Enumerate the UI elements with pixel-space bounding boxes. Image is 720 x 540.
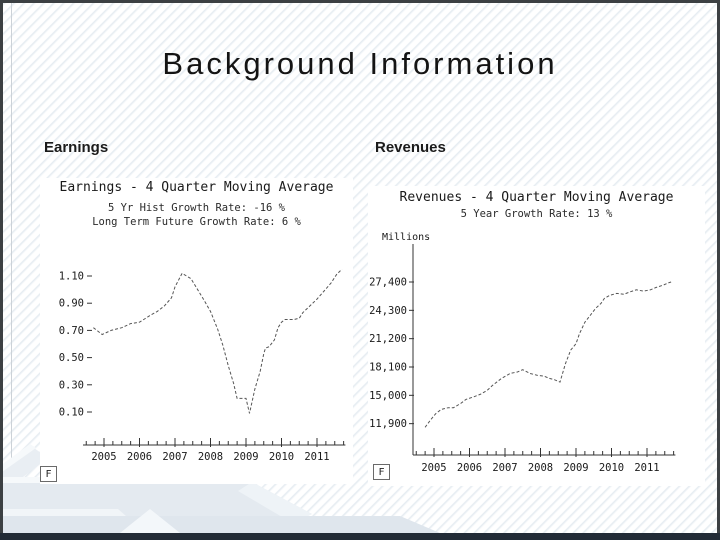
svg-text:18,100: 18,100	[369, 361, 407, 373]
earnings-heading: Earnings	[44, 139, 109, 156]
revenues-chart-subtitle-1: 5 Year Growth Rate: 13 %	[460, 208, 613, 220]
svg-text:0.50: 0.50	[59, 352, 84, 364]
revenues-heading: Revenues	[375, 139, 446, 156]
svg-text:0.70: 0.70	[59, 325, 84, 337]
svg-text:0.30: 0.30	[59, 379, 84, 391]
revenues-chart: Revenues - 4 Quarter Moving Average 5 Ye…	[368, 186, 705, 486]
svg-text:2009: 2009	[233, 451, 258, 463]
frame-top-edge	[0, 0, 720, 3]
svg-text:2005: 2005	[421, 462, 446, 474]
svg-text:2007: 2007	[162, 451, 187, 463]
earnings-plot: 2005 2006 2007 2008 2009 2010 2011 1.10 0.90 0.70…	[59, 268, 346, 463]
svg-text:27,400: 27,400	[369, 277, 407, 289]
revenues-plot: 2005 2006 2007 2008 2009 2010 2011 27,400 24,300…	[369, 244, 676, 474]
earnings-legend-marker: F	[40, 466, 57, 482]
svg-text:11,900: 11,900	[369, 418, 407, 430]
svg-text:24,300: 24,300	[369, 305, 407, 317]
svg-text:2009: 2009	[563, 462, 588, 474]
earnings-chart-subtitle-1: 5 Yr Hist Growth Rate: -16 %	[107, 202, 285, 214]
svg-text:2010: 2010	[599, 462, 624, 474]
earnings-chart-title: Earnings - 4 Quarter Moving Average	[59, 180, 334, 195]
earnings-chart: Earnings - 4 Quarter Moving Average 5 Yr…	[40, 178, 353, 484]
frame-right-edge	[717, 0, 720, 540]
svg-text:2008: 2008	[528, 462, 553, 474]
svg-text:15,000: 15,000	[369, 390, 407, 402]
bottom-accent-bar	[0, 533, 720, 540]
svg-text:2005: 2005	[91, 451, 116, 463]
svg-text:1.10: 1.10	[59, 271, 84, 283]
revenues-chart-title: Revenues - 4 Quarter Moving Average	[399, 190, 674, 205]
svg-text:21,200: 21,200	[369, 333, 407, 345]
revenues-y-axis-label: Millions	[382, 232, 431, 243]
svg-text:0.10: 0.10	[59, 407, 84, 419]
svg-text:0.90: 0.90	[59, 298, 84, 310]
revenues-legend-marker: F	[373, 464, 390, 480]
svg-text:2010: 2010	[269, 451, 294, 463]
frame-inner-left-line	[11, 3, 12, 508]
svg-text:2007: 2007	[492, 462, 517, 474]
svg-text:2008: 2008	[198, 451, 223, 463]
earnings-chart-subtitle-2: Long Term Future Growth Rate: 6 %	[92, 216, 301, 228]
svg-text:2006: 2006	[127, 451, 152, 463]
frame-left-edge	[0, 0, 3, 540]
svg-text:2011: 2011	[304, 451, 329, 463]
svg-text:2006: 2006	[457, 462, 482, 474]
svg-text:2011: 2011	[634, 462, 659, 474]
slide-title: Background Information	[162, 46, 558, 81]
